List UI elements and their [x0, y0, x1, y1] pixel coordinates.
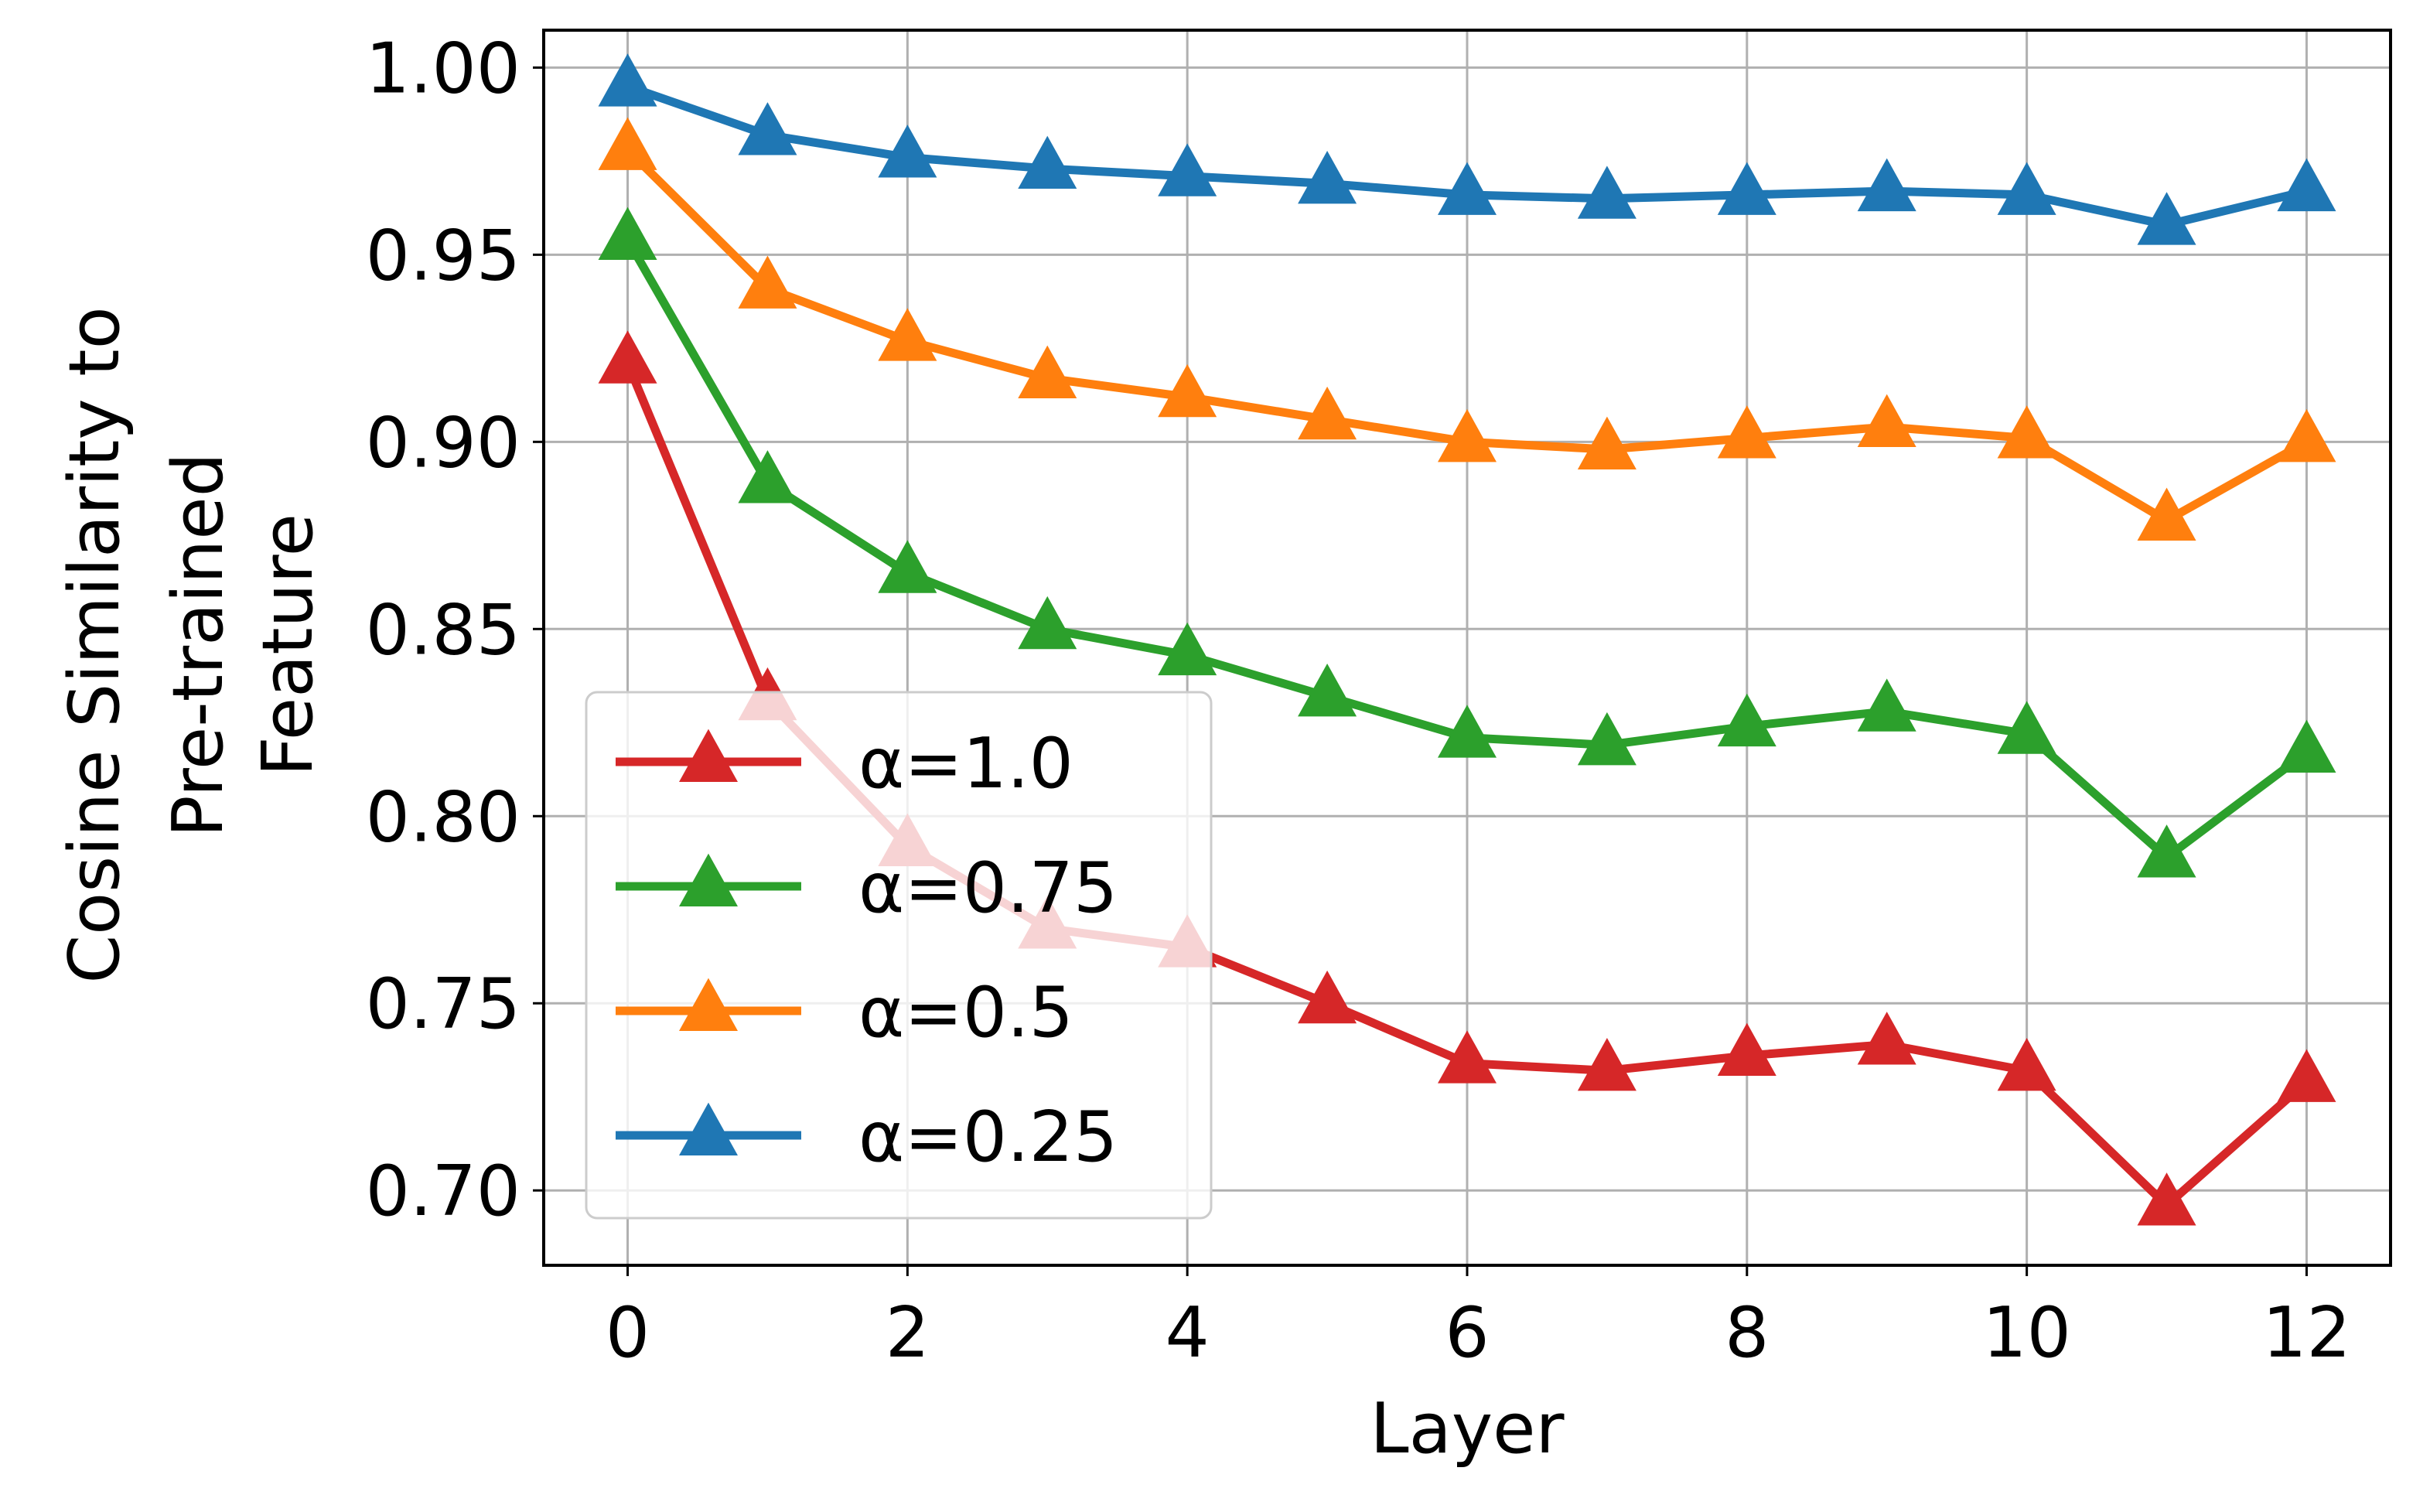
legend-marker [679, 1102, 738, 1155]
data-point-marker [1577, 166, 1636, 219]
data-point-marker [1298, 386, 1357, 440]
data-point-marker [738, 255, 797, 309]
legend-box [585, 691, 1213, 1220]
data-point-marker [2137, 487, 2196, 541]
x-tick-label: 6 [1445, 1292, 1489, 1374]
data-point-marker [1997, 405, 2056, 459]
data-point-marker [598, 53, 657, 107]
x-axis-title: Layer [1370, 1388, 1565, 1469]
data-point-marker [1438, 705, 1497, 758]
data-point-marker [2277, 1049, 2336, 1102]
data-point-marker [1298, 151, 1357, 204]
y-tick-label: 0.80 [366, 776, 520, 858]
legend-label: α=0.75 [858, 848, 1118, 929]
data-point-marker [878, 125, 937, 178]
data-point-marker [1158, 622, 1217, 676]
data-point-marker [1018, 596, 1077, 650]
data-point-marker [738, 450, 797, 503]
data-point-marker [1997, 1037, 2056, 1091]
data-point-marker [1018, 135, 1077, 189]
data-point-marker [598, 117, 657, 170]
x-tick-label: 8 [1725, 1292, 1769, 1374]
data-point-marker [2137, 192, 2196, 245]
data-point-marker [1438, 162, 1497, 215]
grid [544, 30, 2391, 1265]
data-point-marker [878, 540, 937, 593]
data-point-marker [1717, 162, 1776, 215]
data-point-marker [1717, 693, 1776, 747]
legend-item-1: α=1.0 [616, 723, 1073, 804]
y-axis-title-line-3: Feature [247, 514, 329, 776]
legend-marker [679, 729, 738, 782]
x-tick-label: 0 [606, 1292, 650, 1374]
data-point-marker [1018, 345, 1077, 399]
x-tick-label: 2 [886, 1292, 930, 1374]
legend-marker [679, 853, 738, 906]
series-2 [598, 206, 2336, 878]
y-tick-label: 0.90 [366, 402, 520, 483]
data-point-marker [2137, 824, 2196, 878]
data-point-marker [1857, 1012, 1916, 1065]
data-point-marker [1298, 970, 1357, 1024]
x-tick-label: 10 [1982, 1292, 2071, 1374]
data-point-marker [1577, 416, 1636, 470]
data-point-marker [2137, 1172, 2196, 1226]
legend-item-2: α=0.75 [616, 848, 1118, 929]
legend-item-3: α=0.5 [616, 972, 1073, 1053]
data-point-marker [738, 102, 797, 155]
legend-label: α=0.5 [858, 972, 1073, 1053]
data-point-marker [598, 330, 657, 384]
data-point-marker [1577, 712, 1636, 766]
y-tick-label: 0.75 [366, 964, 520, 1045]
legend-label: α=1.0 [858, 723, 1073, 804]
data-point-marker [1158, 143, 1217, 196]
legend-item-4: α=0.25 [616, 1097, 1118, 1178]
data-point-marker [1717, 405, 1776, 459]
x-tick-label: 4 [1166, 1292, 1210, 1374]
y-tick-label: 0.85 [366, 589, 520, 671]
data-point-marker [598, 206, 657, 260]
series-3 [598, 117, 2336, 541]
x-tick-label: 12 [2262, 1292, 2351, 1374]
data-point-marker [1298, 664, 1357, 717]
data-point-marker [1857, 158, 1916, 212]
legend-marker [679, 978, 738, 1031]
data-point-marker [1438, 1030, 1497, 1084]
series-group [598, 53, 2336, 1226]
y-axis-title-line-2: Pre-trained [158, 452, 239, 838]
data-point-marker [1997, 701, 2056, 754]
y-tick-label: 1.00 [366, 28, 520, 109]
data-point-marker [2277, 719, 2336, 773]
axis-ticks: 0 2 4 6 8 10 12 0.70 0.75 0.80 0.85 0.90 0.95 1.00 [366, 28, 2351, 1374]
data-point-marker [1717, 1022, 1776, 1076]
data-point-marker [2277, 158, 2336, 212]
y-tick-label: 0.95 [366, 215, 520, 296]
data-point-marker [878, 308, 937, 361]
legend-label: α=0.25 [858, 1097, 1118, 1178]
series-4 [598, 53, 2336, 245]
y-tick-label: 0.70 [366, 1151, 520, 1232]
data-point-marker [1857, 394, 1916, 447]
data-point-marker [1857, 678, 1916, 732]
legend: α=1.0 α=0.75 α=0.5 α=0.25 [585, 691, 1213, 1220]
y-axis-title-line-1: Cosine Similarity to [54, 306, 135, 983]
data-point-marker [2277, 408, 2336, 462]
data-point-marker [1438, 408, 1497, 462]
data-point-marker [1577, 1037, 1636, 1091]
data-point-marker [1158, 363, 1217, 418]
y-axis-title: Cosine Similarity to Pre-trained Feature [54, 306, 329, 983]
data-point-marker [1997, 162, 2056, 215]
